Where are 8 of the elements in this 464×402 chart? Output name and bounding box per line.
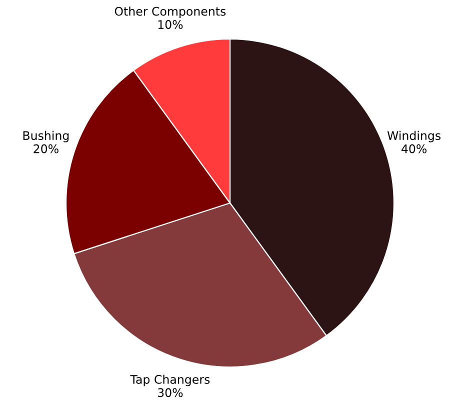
data-label: 20% [34, 144, 58, 154]
slice-label: Other Components [114, 6, 226, 18]
data-label: 10% [158, 20, 183, 29]
slice-label: Bushing [23, 130, 69, 142]
data-label: 30% [158, 388, 183, 398]
slice-label: Windings [387, 130, 441, 142]
slice-label: Tap Changers [130, 374, 210, 386]
data-label: 40% [402, 144, 427, 154]
